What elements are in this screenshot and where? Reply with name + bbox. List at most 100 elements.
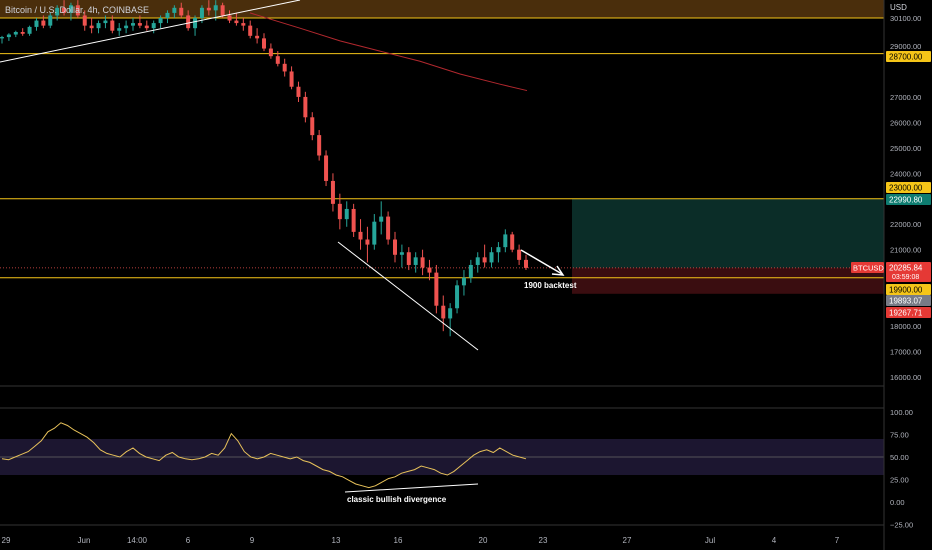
upper-trendline	[0, 0, 301, 63]
candle-body-53	[365, 239, 370, 245]
candle-body-55	[379, 216, 384, 222]
time-tick-3: 6	[186, 536, 191, 545]
candle-body-16	[110, 20, 115, 31]
candle-body-43	[296, 86, 301, 97]
candle-body-36	[248, 25, 253, 36]
time-tick-1: Jun	[78, 536, 91, 545]
candle-body-24	[165, 12, 170, 18]
descending-trendline	[337, 241, 479, 351]
candle-body-50	[344, 208, 349, 220]
candle-body-29	[199, 7, 204, 18]
rsi-tick-5: −25.00	[890, 521, 913, 530]
candle-body-48	[330, 180, 335, 204]
candle-body-20	[137, 23, 142, 26]
price-badge-4	[886, 284, 931, 295]
time-tick-5: 13	[332, 536, 341, 545]
candle-body-59	[406, 252, 411, 265]
time-tick-0: 29	[2, 536, 11, 545]
candle-body-66	[455, 285, 460, 309]
candle-body-71	[489, 252, 494, 263]
candle-body-25	[172, 7, 177, 13]
projection-arrow-head	[551, 265, 565, 276]
candle-body-39	[268, 48, 273, 57]
candle-body-21	[144, 25, 149, 29]
candle-body-19	[131, 23, 135, 26]
candle-body-61	[420, 257, 425, 268]
candle-body-52	[358, 231, 363, 240]
candle-body-9	[62, 7, 67, 13]
moving-average-line	[249, 12, 528, 92]
rsi-line	[1, 422, 527, 489]
time-tick-10: Jul	[705, 536, 715, 545]
candle-body-56	[386, 216, 391, 240]
symbol-tag-label: BTCUSD	[853, 264, 884, 273]
candle-body-6	[41, 20, 46, 26]
candle-body-28	[193, 17, 198, 29]
time-tick-2: 14:00	[127, 536, 148, 545]
price-badge-countdown: 03:59:08	[892, 274, 919, 281]
rsi-tick-4: 0.00	[890, 498, 905, 507]
candle-body-37	[255, 35, 260, 39]
candle-body-8	[55, 7, 60, 16]
rsi-panel	[0, 422, 884, 493]
candle-body-65	[448, 308, 453, 319]
candle-body-18	[124, 25, 129, 29]
time-axis[interactable]: 29 Jun 14:00 6 9 13 16 20 23 27 Jul 4 7	[2, 536, 840, 545]
time-tick-6: 16	[394, 536, 403, 545]
rsi-tick-0: 100.00	[890, 408, 913, 417]
overlays-layer	[0, 0, 565, 351]
candle-body-72	[496, 247, 501, 253]
time-tick-4: 9	[250, 536, 255, 545]
price-tick-8: 25000.00	[890, 144, 921, 153]
candle-body-70	[482, 257, 487, 263]
candle-body-35	[241, 23, 246, 26]
time-tick-8: 23	[539, 536, 548, 545]
candle-body-58	[399, 252, 404, 255]
price-badge-6	[886, 307, 931, 318]
candle-body-4	[27, 26, 32, 34]
rsi-divergence-line	[344, 483, 479, 493]
price-tick-9: 26000.00	[890, 118, 921, 127]
candle-body-75	[517, 249, 522, 260]
candle-body-27	[186, 15, 191, 29]
candle-body-51	[351, 208, 356, 232]
price-badge-label-1: 23000.00	[889, 184, 923, 193]
price-badge-label-2: 22990.80	[889, 196, 923, 205]
symbol-tag	[851, 262, 884, 273]
candle-body-11	[75, 5, 80, 16]
price-badge-3	[886, 262, 931, 282]
candle-body-12	[82, 15, 87, 26]
candle-body-47	[324, 155, 329, 181]
candle-body-30	[206, 7, 211, 11]
candle-body-41	[282, 63, 287, 72]
candle-body-34	[234, 20, 239, 24]
price-badge-label-4: 19900.00	[889, 286, 923, 295]
currency-label: USD	[890, 3, 907, 12]
candle-body-73	[503, 234, 508, 248]
price-badge-1	[886, 182, 931, 193]
candle-body-32	[220, 5, 225, 16]
price-tick-2: 18000.00	[890, 322, 921, 331]
candle-body-42	[289, 71, 294, 87]
candle-body-45	[310, 117, 315, 136]
time-tick-12: 7	[835, 536, 840, 545]
candle-body-17	[117, 28, 122, 31]
rsi-tick-2: 50.00	[890, 453, 909, 462]
candle-body-69	[475, 257, 480, 265]
time-tick-7: 20	[479, 536, 488, 545]
loss-zone	[572, 267, 884, 294]
candle-body-15	[103, 20, 108, 24]
candle-body-0	[0, 37, 4, 39]
candle-body-49	[337, 203, 342, 220]
rsi-axis[interactable]: 100.00 75.00 50.00 25.00 0.00 −25.00	[890, 408, 913, 530]
candle-body-62	[427, 267, 432, 273]
price-tick-12: 30100.00	[890, 14, 921, 23]
candle-body-64	[441, 305, 446, 319]
candle-body-54	[372, 221, 377, 245]
time-tick-9: 27	[623, 536, 632, 545]
price-tick-10: 27000.00	[890, 93, 921, 102]
candles-layer	[0, 0, 528, 337]
candle-body-67	[461, 277, 466, 286]
price-badge-2	[886, 194, 931, 205]
